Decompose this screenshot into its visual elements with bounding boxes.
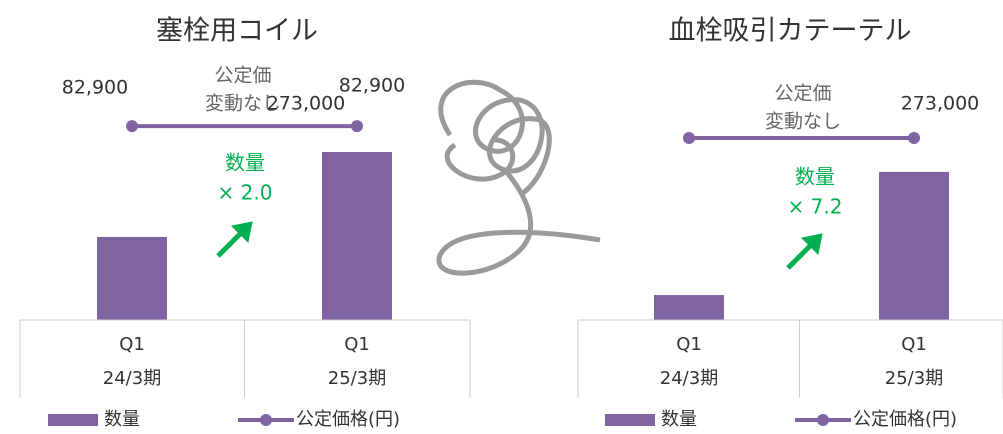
bar (322, 152, 392, 320)
price-point (126, 120, 138, 133)
category-label: Q1 (344, 334, 370, 355)
category-label: 25/3期 (885, 368, 943, 389)
bar (879, 171, 949, 320)
bar (97, 236, 167, 320)
quantity-note: 数量 (225, 151, 265, 175)
category-label: 24/3期 (103, 368, 161, 389)
category-label: 25/3期 (328, 368, 386, 389)
legend-swatch (48, 414, 98, 426)
price-note: 公定価 (774, 83, 831, 105)
price-point (351, 120, 363, 133)
price-label: 273,000 (267, 93, 346, 115)
price-label: 82,900 (62, 77, 128, 99)
legend-label: 数量 (104, 409, 140, 430)
price-point (908, 132, 920, 145)
legend-label: 数量 (661, 409, 697, 430)
quantity-note: × 2.0 (218, 181, 273, 205)
category-label: Q1 (901, 334, 927, 355)
quantity-note: × 7.2 (788, 195, 843, 219)
legend-swatch (605, 414, 655, 426)
legend-label: 公定価格(円) (296, 409, 400, 430)
chart-title: 塞栓用コイル (156, 16, 318, 47)
legend-label: 公定価格(円) (853, 409, 957, 430)
category-label: Q1 (676, 334, 702, 355)
chart-title: 血栓吸引カテーテル (669, 16, 912, 47)
category-label: Q1 (119, 334, 145, 355)
category-label: 24/3期 (660, 368, 718, 389)
price-label: 273,000 (901, 93, 980, 115)
coil-illustration (436, 79, 601, 276)
bar (654, 295, 724, 320)
arrow (216, 221, 823, 270)
price-note: 公定価 (214, 65, 271, 87)
price-note: 変動なし (205, 93, 281, 115)
quantity-note: 数量 (795, 165, 835, 189)
price-label: 82,900 (339, 75, 405, 97)
price-point (683, 132, 695, 145)
legend-marker (817, 414, 829, 426)
price-note: 変動なし (765, 111, 841, 133)
legend-marker (260, 414, 272, 426)
